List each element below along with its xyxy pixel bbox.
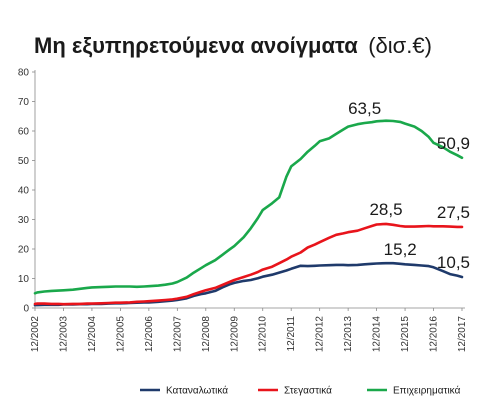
- x-tick-label: 12/2014: [372, 316, 383, 353]
- x-tick-label: 12/2004: [87, 316, 98, 353]
- x-tick-label: 12/2003: [58, 316, 69, 353]
- chart-title-unit: (δισ.€): [368, 33, 432, 58]
- x-tick-label: 12/2007: [172, 316, 183, 353]
- y-tick-label: 40: [18, 186, 30, 197]
- x-tick-label: 12/2005: [115, 316, 126, 353]
- y-tick-label: 60: [18, 127, 30, 138]
- chart-title-main: Μη εξυπηρετούμενα ανοίγματα: [34, 33, 358, 58]
- x-tick-label: 12/2002: [30, 316, 41, 353]
- x-tick-labels: 12/2002 12/2003 12/2004 12/2005 12/2006 12/20…: [30, 308, 468, 352]
- legend-label: Επιχειρηματικά: [393, 385, 461, 397]
- legend: Καταναλωτικά Στεγαστικά Επιχειρηματικά: [140, 385, 461, 397]
- series-line-2: [33, 222, 464, 306]
- data-label: 28,5: [369, 200, 402, 219]
- x-tick-label: 12/2008: [201, 316, 212, 353]
- data-label: 27,5: [437, 203, 470, 222]
- legend-label: Στεγαστικά: [284, 385, 332, 397]
- data-label: 50,9: [437, 134, 470, 153]
- x-tick-label: 12/2006: [144, 316, 155, 353]
- legend-label: Καταναλωτικά: [166, 385, 228, 397]
- series-lines: [33, 119, 464, 307]
- x-tick-label: 12/2016: [429, 316, 440, 353]
- data-label: 63,5: [348, 99, 381, 118]
- data-label: 10,5: [437, 253, 470, 272]
- x-tick-label: 12/2011: [286, 316, 297, 352]
- chart-title: Μη εξυπηρετούμενα ανοίγματα (δισ.€): [34, 33, 432, 58]
- y-tick-label: 0: [23, 304, 29, 315]
- data-label: 15,2: [384, 240, 417, 259]
- series-line-1: [33, 261, 464, 307]
- data-labels: 15,2 10,5 28,5 27,5 63,5 50,9: [348, 99, 470, 272]
- x-tick-label: 12/2015: [400, 316, 411, 353]
- x-tick-label: 12/2010: [258, 316, 269, 353]
- y-tick-labels: 0 10 20 30 40 50 60 70 80: [18, 68, 35, 315]
- x-tick-label: 12/2009: [229, 316, 240, 353]
- y-tick-label: 30: [18, 215, 30, 226]
- y-tick-label: 20: [18, 245, 30, 256]
- series-line-3: [33, 119, 464, 295]
- y-tick-label: 50: [18, 156, 30, 167]
- y-tick-label: 70: [18, 97, 30, 108]
- x-tick-label: 12/2012: [315, 316, 326, 353]
- chart-axes: [34, 70, 465, 309]
- x-tick-label: 12/2013: [343, 316, 354, 353]
- y-tick-label: 80: [18, 68, 30, 79]
- y-tick-label: 10: [18, 274, 30, 285]
- x-tick-label: 12/2017: [457, 316, 468, 353]
